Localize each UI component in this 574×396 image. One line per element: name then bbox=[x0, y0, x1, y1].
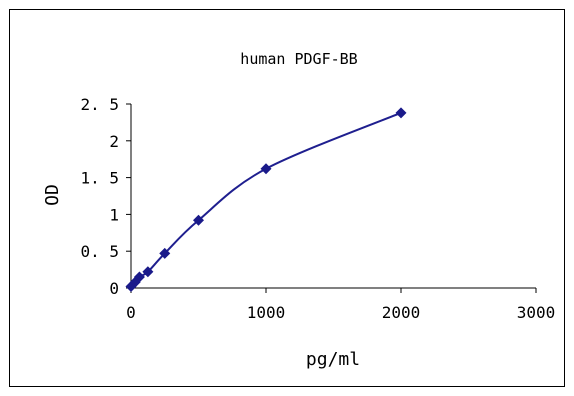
chart-axes: 0 1000 2000 3000 0 0. 5 1 1. 5 2 2. 5 bbox=[80, 95, 555, 322]
x-tick-label: 1000 bbox=[247, 303, 286, 322]
y-tick-label: 0. 5 bbox=[80, 242, 119, 261]
y-tick-label: 2 bbox=[109, 132, 119, 151]
y-tick-label: 1 bbox=[109, 205, 119, 224]
chart-frame bbox=[9, 9, 565, 387]
plot-area bbox=[125, 107, 407, 293]
data-point-marker bbox=[159, 247, 171, 259]
data-point-marker bbox=[133, 271, 145, 283]
y-tick-label: 1. 5 bbox=[80, 169, 119, 188]
data-point-marker bbox=[142, 266, 154, 278]
y-tick-label: 2. 5 bbox=[80, 95, 119, 114]
x-tick-label: 0 bbox=[126, 303, 136, 322]
x-tick-label: 2000 bbox=[382, 303, 421, 322]
y-axis-label: OD bbox=[42, 184, 63, 206]
data-point-marker bbox=[395, 107, 407, 119]
chart-title: human PDGF-BB bbox=[240, 50, 357, 68]
y-tick-label: 0 bbox=[109, 279, 119, 298]
x-axis-label: pg/ml bbox=[306, 349, 360, 370]
x-tick-label: 3000 bbox=[517, 303, 556, 322]
data-point-marker bbox=[260, 163, 272, 175]
data-point-marker bbox=[193, 214, 204, 226]
